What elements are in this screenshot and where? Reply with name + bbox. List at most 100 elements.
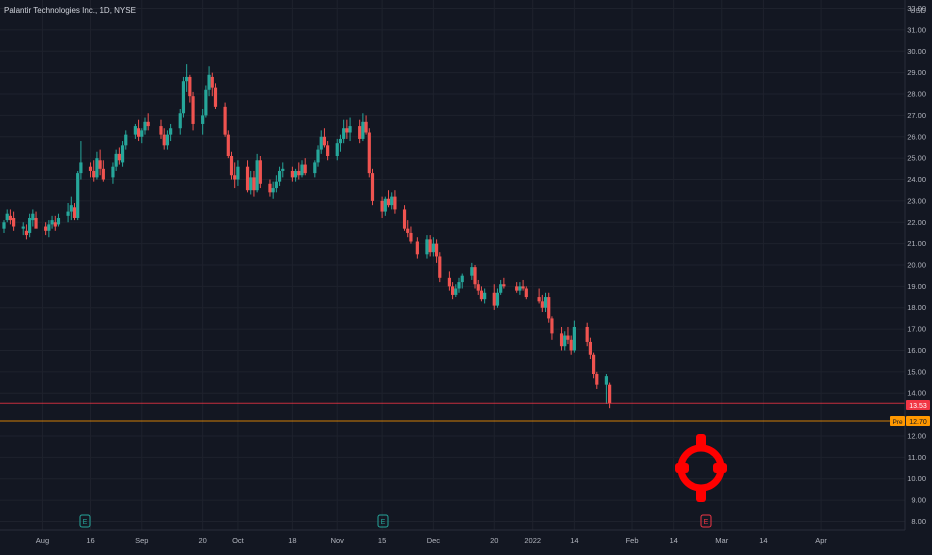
candle-body[interactable] [473, 267, 477, 285]
candle-body[interactable] [213, 87, 218, 107]
candle-body[interactable] [521, 286, 525, 289]
candle-body[interactable] [2, 222, 6, 229]
candle-body[interactable] [588, 341, 592, 355]
candle-body[interactable] [66, 211, 70, 216]
candle-body[interactable] [31, 213, 35, 221]
earnings-marker[interactable]: E [79, 514, 91, 528]
candle-body[interactable] [293, 170, 298, 178]
candle-body[interactable] [345, 128, 349, 133]
candle-body[interactable] [518, 286, 522, 291]
candle-body[interactable] [281, 168, 285, 171]
candle-body[interactable] [447, 277, 451, 287]
candle-body[interactable] [406, 228, 410, 233]
candle-body[interactable] [124, 134, 128, 146]
candle-body[interactable] [393, 196, 397, 210]
candle-body[interactable] [515, 286, 519, 291]
candle-body[interactable] [191, 96, 195, 124]
candle-body[interactable] [255, 160, 259, 191]
candle-body[interactable] [425, 239, 429, 255]
candle-body[interactable] [409, 232, 413, 242]
candle-body[interactable] [543, 297, 548, 308]
candle-body[interactable] [479, 290, 484, 300]
earnings-marker[interactable]: E [377, 514, 389, 528]
candle-body[interactable] [499, 284, 503, 293]
candle-body[interactable] [591, 354, 596, 374]
candle-body[interactable] [434, 243, 439, 257]
candle-body[interactable] [358, 126, 362, 139]
candle-body[interactable] [569, 339, 573, 351]
candle-body[interactable] [383, 198, 387, 212]
candle-body[interactable] [47, 224, 51, 231]
candle-body[interactable] [252, 177, 256, 191]
candle-body[interactable] [415, 241, 419, 255]
candle-body[interactable] [229, 156, 234, 176]
candle-body[interactable] [226, 134, 230, 157]
candle-body[interactable] [12, 217, 16, 227]
candle-body[interactable] [402, 209, 407, 229]
candle-body[interactable] [476, 284, 480, 291]
candle-body[interactable] [537, 297, 541, 302]
candle-body[interactable] [98, 160, 102, 169]
candle-body[interactable] [335, 143, 339, 157]
earnings-marker-upcoming[interactable]: E [700, 514, 712, 528]
candle-body[interactable] [547, 297, 551, 319]
candle-body[interactable] [370, 173, 375, 201]
candle-body[interactable] [34, 217, 38, 229]
candle-body[interactable] [143, 121, 147, 131]
candle-body[interactable] [595, 373, 599, 385]
candle-body[interactable] [290, 170, 294, 178]
candle-body[interactable] [28, 217, 32, 233]
candle-body[interactable] [367, 132, 371, 174]
candle-body[interactable] [204, 89, 208, 116]
candle-body[interactable] [608, 384, 612, 404]
candle-body[interactable] [364, 121, 368, 133]
candle-body[interactable] [50, 220, 54, 225]
candle-body[interactable] [559, 333, 564, 347]
candle-body[interactable] [165, 134, 170, 146]
candle-body[interactable] [223, 106, 227, 135]
candle-body[interactable] [604, 376, 609, 385]
candle-body[interactable] [207, 74, 211, 90]
candle-body[interactable] [44, 226, 48, 231]
candle-body[interactable] [159, 126, 163, 135]
candle-body[interactable] [114, 153, 118, 167]
candle-body[interactable] [236, 166, 240, 180]
candle-body[interactable] [101, 168, 105, 180]
candle-body[interactable] [140, 130, 144, 137]
candle-body[interactable] [69, 205, 73, 212]
candle-body[interactable] [386, 198, 391, 206]
candle-body[interactable] [348, 126, 352, 133]
candle-body[interactable] [322, 136, 327, 146]
candle-body[interactable] [188, 76, 192, 97]
candle-body[interactable] [303, 164, 307, 174]
candle-body[interactable] [133, 126, 137, 135]
candle-body[interactable] [120, 145, 125, 163]
candle-body[interactable] [8, 215, 13, 221]
candle-body[interactable] [76, 173, 80, 218]
candles[interactable] [2, 64, 612, 409]
candle-body[interactable] [338, 138, 343, 144]
candle-body[interactable] [297, 170, 301, 176]
candle-body[interactable] [572, 326, 576, 351]
candle-body[interactable] [53, 222, 57, 227]
candle-body[interactable] [271, 188, 275, 193]
candle-body[interactable] [5, 213, 9, 221]
candle-body[interactable] [326, 145, 330, 157]
candle-body[interactable] [117, 153, 121, 161]
candle-body[interactable] [585, 326, 589, 342]
candle-body[interactable] [470, 267, 474, 276]
candle-body[interactable] [390, 196, 394, 206]
candle-body[interactable] [79, 162, 83, 174]
candle-body[interactable] [249, 177, 253, 191]
candle-body[interactable] [483, 292, 487, 300]
candle-body[interactable] [181, 81, 186, 114]
candle-body[interactable] [342, 128, 346, 139]
candle-body[interactable] [92, 170, 96, 178]
candle-body[interactable] [319, 136, 323, 150]
candle-body[interactable] [268, 183, 272, 193]
candle-body[interactable] [380, 200, 384, 212]
candle-body[interactable] [88, 166, 93, 171]
candle-body[interactable] [24, 230, 29, 236]
price-scale-panel[interactable] [905, 0, 932, 530]
candle-body[interactable] [245, 166, 250, 191]
